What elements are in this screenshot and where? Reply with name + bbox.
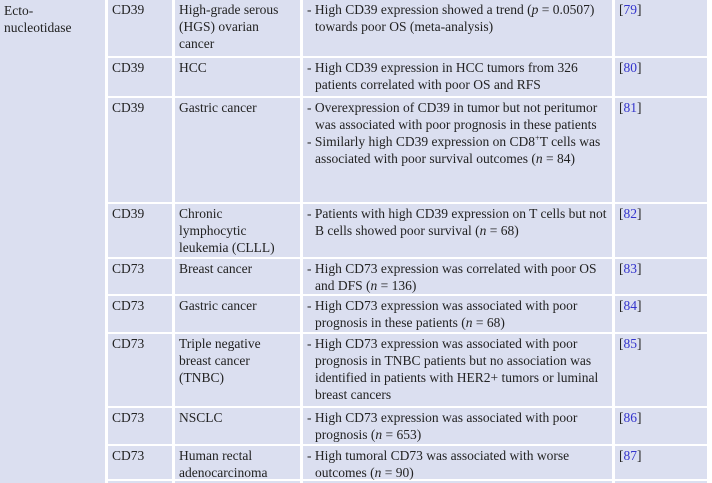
finding-item: - High CD73 expression was associated wi… — [307, 298, 578, 330]
bracket-close: ] — [637, 100, 642, 115]
reference-cell: [87] — [615, 446, 707, 479]
reference-cell: [82] — [615, 204, 707, 257]
reference-link[interactable]: 82 — [623, 206, 638, 221]
cutoff-row-cell — [175, 481, 300, 483]
finding-item: - Similarly high CD39 expression on CD8+… — [307, 133, 601, 166]
cancer-type-cell: NSCLC — [175, 408, 300, 444]
bracket-open: [ — [619, 336, 624, 351]
enzyme-cell: CD73 — [108, 334, 172, 406]
bracket-close: ] — [637, 261, 642, 276]
cutoff-row-cell — [303, 481, 612, 483]
reference-cell: [81] — [615, 98, 707, 202]
finding-item: - High tumoral CD73 was associated with … — [307, 448, 570, 480]
findings-cell: - Patients with high CD39 expression on … — [303, 204, 612, 257]
cancer-type-cell: Gastric cancer — [175, 296, 300, 332]
findings-cell: - High tumoral CD73 was associated with … — [303, 446, 612, 480]
reference-cell: [79] — [615, 0, 707, 56]
reference-cell: [83] — [615, 259, 707, 294]
finding-item: - High CD73 expression was associated wi… — [307, 336, 599, 402]
bracket-open: [ — [619, 261, 624, 276]
bracket-open: [ — [619, 448, 624, 463]
bracket-open: [ — [619, 410, 624, 425]
findings-cell: - High CD39 expression in HCC tumors fro… — [303, 58, 612, 96]
bracket-close: ] — [637, 298, 642, 313]
cancer-type-cell: Human rectal adenocarcinoma — [175, 446, 300, 480]
reference-link[interactable]: 79 — [623, 2, 638, 17]
bracket-open: [ — [619, 206, 624, 221]
reference-cell: [85] — [615, 334, 707, 406]
reference-link[interactable]: 85 — [623, 336, 638, 351]
cancer-type-cell: HCC — [175, 58, 300, 96]
enzyme-cell: CD39 — [108, 98, 172, 202]
bracket-close: ] — [637, 206, 642, 221]
finding-item: - Patients with high CD39 expression on … — [307, 206, 607, 238]
findings-cell: - High CD73 expression was correlated wi… — [303, 259, 612, 294]
cancer-type-cell: High-grade serous (HGS) ovarian cancer — [175, 0, 300, 56]
finding-item: - Overexpression of CD39 in tumor but no… — [307, 100, 598, 132]
finding-item: - High CD39 expression in HCC tumors fro… — [307, 60, 578, 92]
enzyme-cell: CD73 — [108, 408, 172, 444]
bracket-close: ] — [637, 60, 642, 75]
reference-link[interactable]: 81 — [623, 100, 638, 115]
reference-cell: [80] — [615, 58, 707, 96]
bracket-open: [ — [619, 2, 624, 17]
enzyme-cell: CD73 — [108, 296, 172, 332]
bracket-close: ] — [637, 2, 642, 17]
bracket-open: [ — [619, 60, 624, 75]
bracket-close: ] — [637, 448, 642, 463]
cancer-type-cell: Gastric cancer — [175, 98, 300, 202]
bracket-open: [ — [619, 100, 624, 115]
findings-cell: - High CD73 expression was associated wi… — [303, 334, 612, 406]
reference-cell: [84] — [615, 296, 707, 332]
enzyme-cell: CD73 — [108, 446, 172, 479]
bracket-close: ] — [637, 410, 642, 425]
findings-cell: - Overexpression of CD39 in tumor but no… — [303, 98, 612, 202]
finding-item: - High CD39 expression showed a trend (p… — [307, 2, 595, 34]
findings-cell: - High CD73 expression was associated wi… — [303, 408, 612, 444]
bracket-close: ] — [637, 336, 642, 351]
cancer-type-cell: Triple negative breast cancer (TNBC) — [175, 334, 300, 406]
cancer-type-cell: Breast cancer — [175, 259, 300, 294]
reference-cell: [86] — [615, 408, 707, 444]
cutoff-row-cell — [108, 481, 172, 483]
enzyme-cell: CD73 — [108, 259, 172, 294]
enzyme-cell: CD39 — [108, 204, 172, 257]
cutoff-row-cell — [615, 481, 707, 483]
enzyme-cell: CD39 — [108, 0, 172, 56]
finding-item: - High CD73 expression was correlated wi… — [307, 261, 597, 293]
enzyme-cell: CD39 — [108, 58, 172, 96]
bracket-open: [ — [619, 298, 624, 313]
findings-cell: - High CD39 expression showed a trend (p… — [303, 0, 612, 56]
reference-link[interactable]: 80 — [623, 60, 638, 75]
reference-link[interactable]: 87 — [623, 448, 638, 463]
findings-cell: - High CD73 expression was associated wi… — [303, 296, 612, 332]
cancer-type-cell: Chronic lymphocytic leukemia (CLLL) — [175, 204, 300, 257]
category-cell: Ecto- nucleotidase — [0, 0, 105, 483]
finding-item: - High CD73 expression was associated wi… — [307, 410, 578, 442]
reference-link[interactable]: 84 — [623, 298, 638, 313]
reference-link[interactable]: 86 — [623, 410, 638, 425]
reference-link[interactable]: 83 — [623, 261, 638, 276]
